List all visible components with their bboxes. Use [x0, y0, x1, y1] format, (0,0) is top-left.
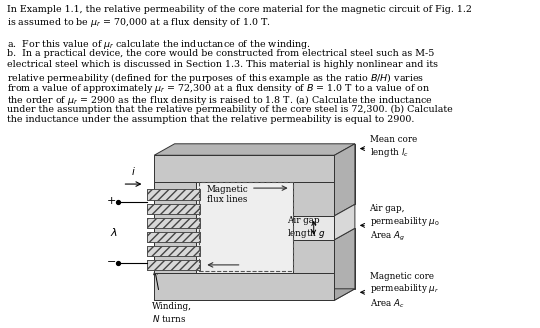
Polygon shape [334, 144, 355, 216]
Bar [147, 232, 200, 242]
Bar [147, 218, 200, 228]
Bar [293, 182, 334, 216]
Text: under the assumption that the relative permeability of the core steel is 72,300.: under the assumption that the relative p… [6, 104, 453, 113]
Polygon shape [154, 289, 355, 300]
Bar [147, 218, 200, 228]
Polygon shape [174, 262, 355, 289]
Text: Magnetic core
permeability $\mu_r$
Area $A_c$: Magnetic core permeability $\mu_r$ Area … [369, 272, 439, 310]
Text: $\lambda$: $\lambda$ [110, 226, 118, 238]
Bar [147, 260, 200, 270]
Bar [147, 190, 200, 200]
Bar [147, 232, 200, 242]
Bar [195, 182, 293, 273]
Bar [154, 182, 195, 273]
Text: the order of $\mu_r$ = 2900 as the flux density is raised to 1.8 T. (a) Calculat: the order of $\mu_r$ = 2900 as the flux … [6, 93, 433, 108]
Bar [293, 216, 334, 240]
Text: Mean core
length $l_c$: Mean core length $l_c$ [369, 135, 417, 159]
Text: b.  In a practical device, the core would be constructed from electrical steel s: b. In a practical device, the core would… [6, 50, 434, 58]
Text: relative permeability (defined for the purposes of this example as the ratio $B/: relative permeability (defined for the p… [6, 72, 424, 86]
Text: the inductance under the assumption that the relative permeability is equal to 2: the inductance under the assumption that… [6, 115, 414, 124]
Text: Magnetic
flux lines: Magnetic flux lines [207, 185, 248, 204]
Text: Air gap
length $g$: Air gap length $g$ [287, 216, 325, 240]
Bar [147, 246, 200, 256]
Polygon shape [293, 228, 314, 273]
Bar [154, 182, 195, 273]
Bar [199, 182, 293, 271]
Polygon shape [195, 171, 314, 182]
Text: In Example 1.1, the relative permeability of the core material for the magnetic : In Example 1.1, the relative permeabilit… [6, 6, 471, 14]
Text: −: − [107, 257, 117, 267]
Bar [147, 204, 200, 214]
Bar [154, 273, 334, 300]
Text: is assumed to be $\mu_r$ = 70,000 at a flux density of 1.0 T.: is assumed to be $\mu_r$ = 70,000 at a f… [6, 16, 271, 30]
Text: Winding,
$N$ turns: Winding, $N$ turns [152, 302, 192, 324]
Bar [147, 190, 200, 200]
Bar [147, 204, 200, 214]
Text: +: + [107, 196, 117, 206]
Text: electrical steel which is discussed in Section 1.3. This material is highly nonl: electrical steel which is discussed in S… [6, 60, 437, 70]
Bar [154, 155, 334, 182]
Bar [147, 260, 200, 270]
Polygon shape [154, 144, 355, 155]
Polygon shape [314, 228, 355, 262]
Text: a.  For this value of $\mu_r$ calculate the inductance of the winding.: a. For this value of $\mu_r$ calculate t… [6, 38, 310, 51]
Polygon shape [334, 204, 355, 240]
Text: $i$: $i$ [131, 165, 136, 177]
Polygon shape [174, 171, 216, 262]
Polygon shape [334, 228, 355, 300]
Bar [147, 246, 200, 256]
Polygon shape [293, 171, 314, 216]
Polygon shape [314, 171, 355, 204]
Polygon shape [174, 144, 355, 171]
Text: Air gap,
permeability $\mu_0$
Area $A_g$: Air gap, permeability $\mu_0$ Area $A_g$ [369, 204, 440, 243]
Bar [293, 240, 334, 273]
Text: from a value of approximately $\mu_r$ = 72,300 at a flux density of $B$ = 1.0 T : from a value of approximately $\mu_r$ = … [6, 82, 430, 95]
